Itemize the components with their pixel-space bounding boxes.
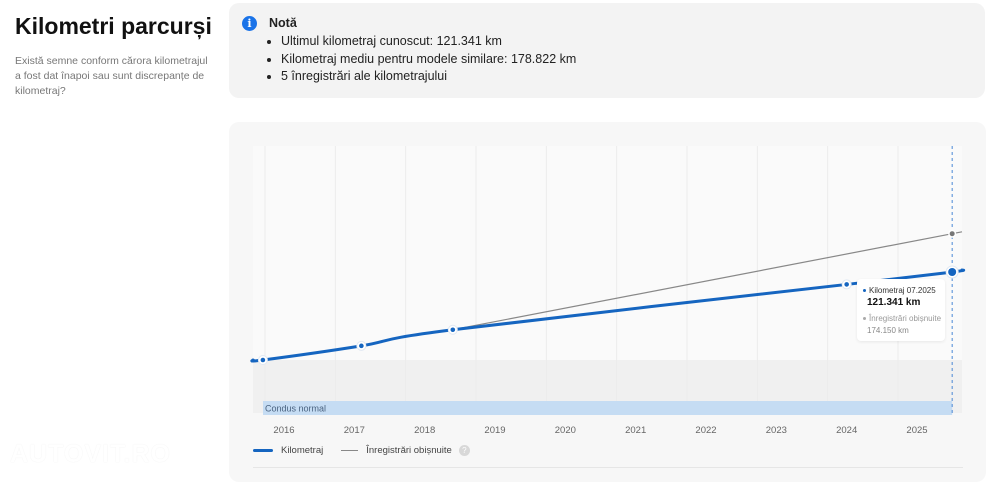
x-tick-label: 2018 <box>414 425 435 436</box>
legend-divider <box>253 467 963 468</box>
note-item: 5 înregistrări ale kilometrajului <box>281 68 576 86</box>
x-tick-label: 2024 <box>836 425 857 436</box>
chart-legend: Kilometraj Înregistrări obișnuite ? <box>253 445 470 456</box>
point-kilometraj <box>450 327 456 333</box>
x-tick-label: 2021 <box>625 425 646 436</box>
note-title: Notă <box>269 16 297 30</box>
x-tick-label: 2020 <box>555 425 576 436</box>
page-title: Kilometri parcurși <box>15 13 212 39</box>
watermark: AUTOVIT.RO <box>10 440 171 468</box>
series-kilometraj-line <box>250 268 966 363</box>
legend-swatch-kilometraj <box>253 449 273 452</box>
note-item: Kilometraj mediu pentru modele similare:… <box>281 51 576 69</box>
band-condus-normal <box>263 401 953 415</box>
band-label: Condus normal <box>265 404 326 414</box>
tooltip-series1-label: Kilometraj 07.2025 <box>863 286 936 295</box>
legend-label-inregistrari[interactable]: Înregistrări obișnuite <box>366 445 452 456</box>
legend-swatch-inregistrari <box>341 450 359 451</box>
page-subtitle: Există semne conform cărora kilometrajul… <box>15 55 208 97</box>
note-item: Ultimul kilometraj cunoscut: 121.341 km <box>281 33 576 51</box>
tooltip-series2-value: 174.150 km <box>867 326 909 335</box>
chart-tooltip: Kilometraj 07.2025 121.341 km Înregistră… <box>857 279 945 341</box>
note-list: Ultimul kilometraj cunoscut: 121.341 km … <box>267 33 576 86</box>
x-tick-label: 2025 <box>906 425 927 436</box>
series-inregistrari-line <box>452 231 963 331</box>
x-tick-label: 2022 <box>695 425 716 436</box>
tooltip-series1-value: 121.341 km <box>867 297 921 308</box>
help-icon[interactable]: ? <box>458 445 470 456</box>
point-kilometraj <box>948 268 957 276</box>
x-tick-label: 2016 <box>273 425 294 436</box>
point-kilometraj <box>260 357 266 363</box>
point-kilometraj <box>844 282 849 287</box>
info-icon: i <box>242 16 257 31</box>
x-tick-label: 2023 <box>766 425 787 436</box>
tooltip-series2-label: Înregistrări obișnuite <box>863 314 941 323</box>
point-inregistrari <box>949 231 955 237</box>
legend-label-kilometraj[interactable]: Kilometraj <box>281 445 324 456</box>
x-tick-label: 2017 <box>344 425 365 436</box>
x-tick-label: 2019 <box>484 425 505 436</box>
note-box: i Notă Ultimul kilometraj cunoscut: 121.… <box>229 3 985 98</box>
point-kilometraj <box>359 343 364 349</box>
section-header: Kilometri parcurși Există semne conform … <box>15 12 215 99</box>
